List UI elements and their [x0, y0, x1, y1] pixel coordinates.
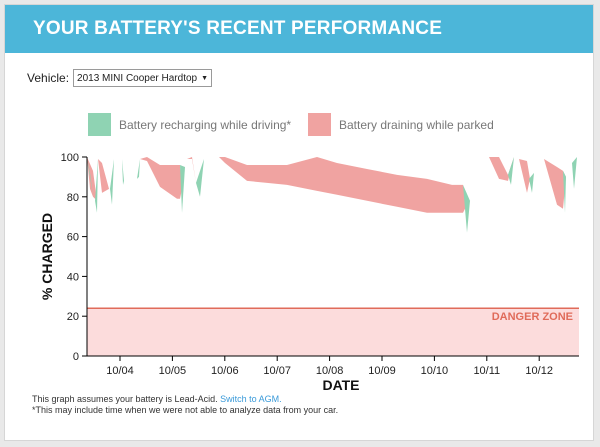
danger-zone-area [87, 308, 579, 356]
recharging-segment [529, 172, 534, 193]
danger-zone-label: DANGER ZONE [492, 311, 573, 323]
vehicle-row: Vehicle: 2013 MINI Cooper Hardtop ▼ [27, 69, 213, 87]
recharging-segment [463, 184, 470, 233]
legend-label-draining: Battery draining while parked [339, 117, 494, 132]
recharging-segment [180, 164, 185, 213]
recharging-segment [196, 158, 204, 197]
y-tick-label: 80 [67, 192, 79, 204]
x-tick-label: 10/08 [316, 365, 344, 377]
dropdown-arrow-icon: ▼ [201, 74, 209, 82]
legend-draining: Battery draining while parked [308, 113, 494, 136]
x-tick-label: 10/11 [473, 365, 500, 377]
x-tick-label: 10/05 [159, 365, 187, 377]
y-axis-title: % CHARGED [39, 213, 55, 300]
x-tick-label: 10/07 [263, 365, 291, 377]
x-tick-label: 10/04 [106, 365, 134, 377]
x-tick-label: 10/06 [211, 365, 239, 377]
y-tick-label: 20 [67, 311, 79, 323]
draining-area [87, 157, 579, 213]
header-title: YOUR BATTERY'S RECENT PERFORMANCE [33, 18, 443, 39]
recharging-segment [508, 157, 514, 185]
recharging-segment [137, 158, 140, 179]
switch-to-agm-link[interactable]: Switch to AGM. [220, 394, 282, 404]
legend-recharging: Battery recharging while driving* [88, 113, 291, 136]
footnote-battery-type: This graph assumes your battery is Lead-… [32, 394, 282, 404]
legend-swatch-recharging [88, 113, 111, 136]
card-header: YOUR BATTERY'S RECENT PERFORMANCE [5, 5, 593, 53]
y-tick-label: 100 [61, 152, 79, 164]
vehicle-select[interactable]: 2013 MINI Cooper Hardtop ▼ [73, 69, 213, 87]
vehicle-label: Vehicle: [27, 71, 70, 85]
legend-swatch-draining [308, 113, 331, 136]
y-tick-label: 40 [67, 271, 79, 283]
y-tick-label: 60 [67, 232, 79, 244]
footnote-battery-type-text: This graph assumes your battery is Lead-… [32, 394, 218, 404]
x-tick-label: 10/09 [368, 365, 396, 377]
recharging-segment [110, 158, 114, 205]
y-tick-label: 0 [73, 351, 79, 363]
recharging-segment [122, 158, 124, 185]
recharging-segment [87, 157, 93, 197]
vehicle-selected-value: 2013 MINI Cooper Hardtop [77, 72, 198, 84]
x-axis-title: DATE [322, 377, 359, 393]
battery-performance-card: YOUR BATTERY'S RECENT PERFORMANCE Vehicl… [4, 4, 594, 441]
x-tick-label: 10/12 [525, 365, 553, 377]
x-tick-label: 10/10 [421, 365, 449, 377]
recharging-segment [572, 157, 577, 189]
recharging-segment [95, 158, 98, 213]
legend-label-recharging: Battery recharging while driving* [119, 117, 292, 132]
footnote-analysis: *This may include time when we were not … [32, 405, 339, 415]
recharging-segment [563, 170, 566, 213]
battery-chart: DANGER ZONE 0 20 40 60 80 100 10/04 10/05 10/06 10… [39, 152, 579, 393]
